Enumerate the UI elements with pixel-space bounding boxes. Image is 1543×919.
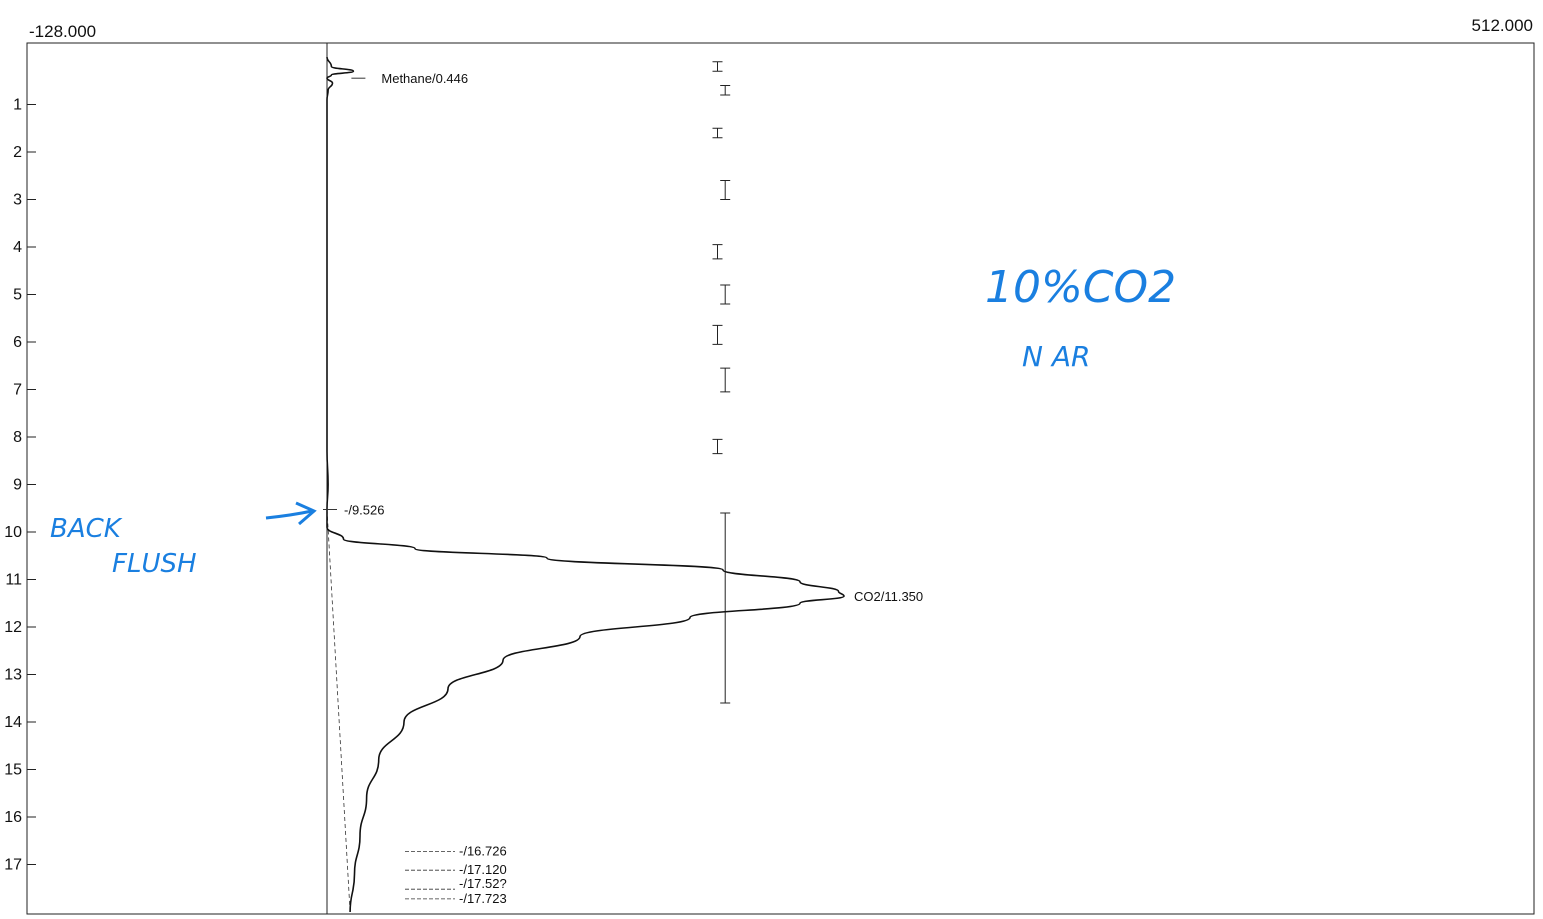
peak-label: CO2/11.350 — [854, 589, 923, 604]
peak-marker: -/9.526 — [323, 502, 384, 517]
time-tick-label: 11 — [5, 572, 22, 589]
backflush-note-line1: BACK — [50, 514, 123, 544]
peak-marker: CO2/11.350 — [854, 589, 923, 604]
handwritten-note-line1: 10%CO2 — [985, 262, 1176, 313]
signal-max-label: 512.000 — [1472, 16, 1533, 35]
time-tick-label: 2 — [13, 144, 22, 161]
backflush-arrow-icon — [265, 501, 317, 526]
chromatogram-trace — [326, 56, 845, 913]
peak-label: -/9.526 — [344, 502, 384, 517]
error-bar — [720, 85, 731, 96]
error-bar — [720, 367, 731, 393]
error-bar — [712, 324, 723, 345]
time-tick-label: 15 — [4, 762, 22, 779]
peak-label: -/17.723 — [459, 891, 507, 906]
time-tick-label: 9 — [13, 477, 22, 494]
time-tick-label: 7 — [13, 382, 22, 399]
time-tick-label: 14 — [4, 714, 22, 731]
error-bar — [712, 438, 723, 455]
peak-marker: Methane/0.446 — [351, 71, 468, 86]
peak-marker: -/17.52? — [405, 876, 507, 891]
error-bars — [712, 61, 731, 704]
error-bar — [720, 180, 731, 200]
plot-frame — [26, 42, 1535, 915]
signal-min-label: -128.000 — [29, 22, 96, 41]
error-bar — [712, 61, 723, 72]
error-bar — [720, 512, 731, 704]
peak-marker: -/17.723 — [405, 891, 507, 906]
time-tick-label: 6 — [13, 334, 22, 351]
time-tick-label: 12 — [4, 619, 22, 636]
peak-marker: -/16.726 — [405, 843, 507, 858]
peak-label: Methane/0.446 — [381, 71, 468, 86]
peak-label: -/17.52? — [459, 876, 507, 891]
peak-label: -/16.726 — [459, 843, 507, 858]
time-tick-label: 3 — [13, 192, 22, 209]
time-tick-label: 5 — [13, 287, 22, 304]
time-tick-label: 4 — [13, 239, 22, 256]
time-tick-label: 1 — [13, 97, 22, 114]
peak-markers: Methane/0.446 -/9.526 CO2/11.350 -/16.726 -/… — [323, 71, 923, 906]
baseline-projection — [326, 509, 351, 913]
time-tick-label: 8 — [13, 429, 22, 446]
error-bar — [712, 127, 723, 139]
time-tick-label: 17 — [4, 857, 22, 874]
time-tick-label: 10 — [4, 524, 22, 541]
error-bar — [712, 244, 723, 260]
peak-label: -/17.120 — [459, 862, 507, 877]
handwritten-note-line2: N AR — [1022, 340, 1090, 373]
backflush-note-line2: FLUSH — [112, 549, 197, 579]
time-tick-label: 13 — [4, 667, 22, 684]
time-tick-label: 16 — [4, 809, 22, 826]
error-bar — [720, 284, 731, 305]
peak-marker: -/17.120 — [405, 862, 507, 877]
